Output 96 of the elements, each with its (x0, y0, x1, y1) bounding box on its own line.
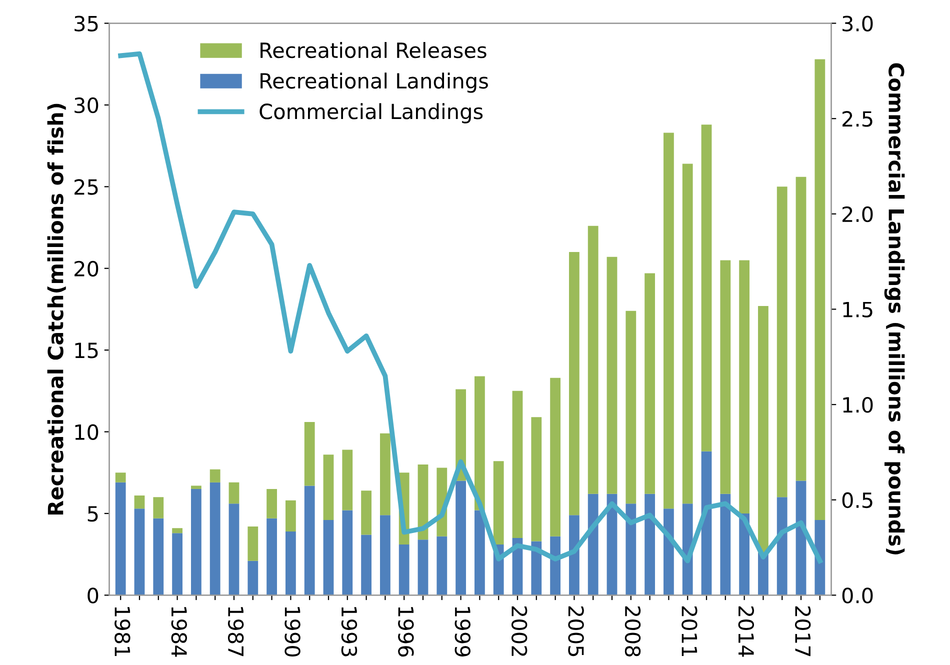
y-tick-label: 25 (74, 179, 98, 195)
x-tick-label: 1990 (284, 607, 300, 657)
bar (644, 494, 656, 596)
x-tick-label: 1981 (114, 607, 130, 656)
bar (606, 256, 618, 494)
bar (228, 504, 240, 596)
bar (172, 533, 182, 596)
x-tick-label: 2008 (624, 606, 641, 656)
bar (550, 378, 560, 536)
x-tick-label: 2014 (738, 606, 754, 657)
bar (796, 176, 806, 481)
bar (248, 526, 258, 561)
x-tick-label: 1999 (454, 607, 471, 656)
bar (588, 226, 598, 494)
bar (776, 497, 788, 596)
bar (720, 494, 731, 596)
x-tick-label: 2005 (568, 606, 584, 656)
legend-label: Commercial Landings (260, 103, 483, 124)
y-tick-label: 35 (74, 16, 98, 32)
legend-label: Recreational Releases (260, 42, 486, 58)
bar (304, 422, 315, 486)
bar (153, 497, 164, 518)
bar (115, 472, 126, 482)
bar (682, 164, 693, 504)
x-tick-label: 2017 (794, 606, 811, 656)
bar (531, 417, 542, 542)
y-tick-label: 20 (74, 260, 98, 277)
x-tick-label: 2011 (682, 606, 698, 656)
bar (342, 510, 353, 596)
bar (493, 461, 504, 545)
y2-tick-label: 0.5 (842, 492, 872, 508)
y2-tick-label: 2.0 (842, 206, 873, 222)
bar (285, 531, 296, 596)
bar (474, 376, 485, 510)
bar (380, 433, 390, 516)
bar (644, 273, 656, 494)
bar (436, 536, 448, 596)
bar (115, 482, 126, 596)
bar (228, 482, 240, 504)
bar (361, 490, 372, 535)
x-tick-label: 1987 (228, 607, 244, 656)
bar (190, 488, 202, 596)
bar (134, 496, 145, 509)
bar (720, 260, 731, 494)
bar (814, 59, 826, 520)
bar (664, 508, 674, 596)
bar (398, 544, 410, 596)
bar (210, 469, 220, 482)
bar (323, 454, 334, 520)
bar (210, 482, 220, 596)
y-tick-label: 0 (88, 588, 98, 604)
y2-tick-label: 2.5 (842, 111, 872, 127)
bar (626, 504, 636, 596)
bar (248, 560, 258, 596)
y-axis-title: Recreational Catch(millions of fish) (47, 104, 66, 514)
bar (380, 515, 390, 596)
x-tick-label: 1993 (341, 607, 358, 656)
bar (550, 536, 560, 596)
bar (512, 390, 523, 538)
bar (190, 486, 202, 489)
bar (664, 132, 674, 509)
x-tick-label: 2002 (511, 606, 528, 656)
bar (285, 500, 296, 532)
y-tick-label: 30 (74, 97, 98, 114)
bar (588, 494, 598, 596)
x-tick-label: 1984 (171, 607, 188, 657)
bar (474, 510, 485, 596)
bar (323, 520, 334, 596)
bar (266, 518, 277, 596)
bar (266, 488, 277, 518)
bar (134, 508, 145, 596)
bar (739, 260, 750, 514)
bar (304, 486, 315, 596)
bar (569, 515, 580, 596)
bar (626, 310, 636, 504)
y-tick-label: 5 (88, 506, 98, 522)
x-tick-label: 1996 (398, 607, 414, 657)
bar (342, 450, 353, 510)
bar (361, 534, 372, 596)
y2-tick-label: 1.5 (843, 302, 872, 318)
bar (172, 528, 182, 534)
bar (701, 124, 712, 452)
bar (776, 186, 788, 498)
y-tick-label: 15 (75, 342, 98, 358)
bar (153, 518, 164, 596)
y2-tick-label: 3.0 (842, 16, 873, 32)
bar (456, 480, 466, 596)
bar (758, 306, 768, 553)
bar (814, 520, 826, 596)
y-tick-label: 10 (75, 424, 98, 440)
y2-axis-title: Commercial Landings (millions of pounds) (884, 63, 905, 554)
y2-tick-label: 1.0 (843, 396, 873, 413)
legend-label: Recreational Landings (260, 72, 488, 93)
bar (569, 252, 580, 516)
y2-tick-label: 0.0 (842, 588, 873, 604)
bar (418, 540, 428, 596)
